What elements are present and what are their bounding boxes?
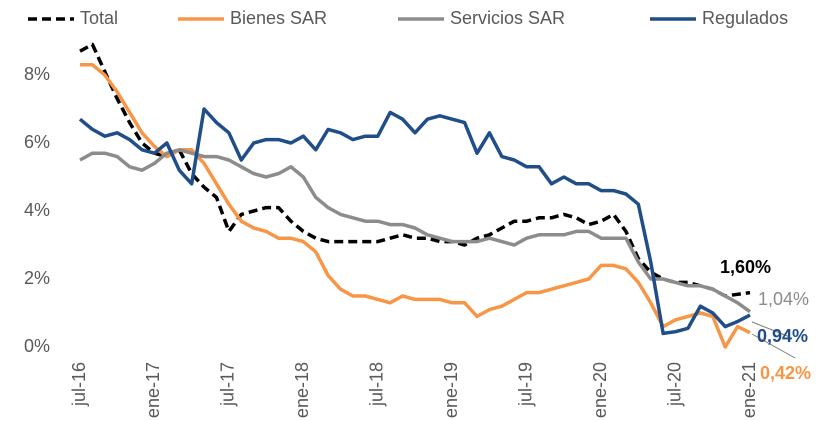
y-tick-label: 2% <box>24 268 50 288</box>
x-tick-label: jul-17 <box>218 362 238 407</box>
x-tick-label: jul-20 <box>664 362 684 407</box>
x-tick-label: jul-16 <box>69 362 89 407</box>
series-line <box>80 63 751 349</box>
x-tick-label: ene-18 <box>292 362 312 418</box>
data-label: 1,60% <box>720 257 771 277</box>
data-label: 1,04% <box>758 289 809 309</box>
x-tick-label: ene-21 <box>739 362 759 418</box>
y-tick-label: 0% <box>24 336 50 356</box>
x-tick-label: jul-19 <box>515 362 535 407</box>
legend-label: Total <box>80 8 118 28</box>
series-line <box>78 107 751 336</box>
x-tick-label: ene-19 <box>441 362 461 418</box>
y-tick-label: 4% <box>24 200 50 220</box>
legend-label: Servicios SAR <box>450 8 565 28</box>
y-tick-label: 8% <box>24 64 50 84</box>
x-tick-label: ene-20 <box>590 362 610 418</box>
x-tick-label: ene-17 <box>143 362 163 418</box>
y-tick-label: 6% <box>24 132 50 152</box>
series-line <box>79 148 752 314</box>
leader-line <box>751 321 791 338</box>
legend-label: Bienes SAR <box>230 8 327 28</box>
leader-line <box>751 333 796 359</box>
legend-label: Regulados <box>702 8 788 28</box>
x-tick-label: jul-18 <box>367 362 387 407</box>
data-label: 0,42% <box>760 363 811 383</box>
data-label: 0,94% <box>757 326 808 346</box>
